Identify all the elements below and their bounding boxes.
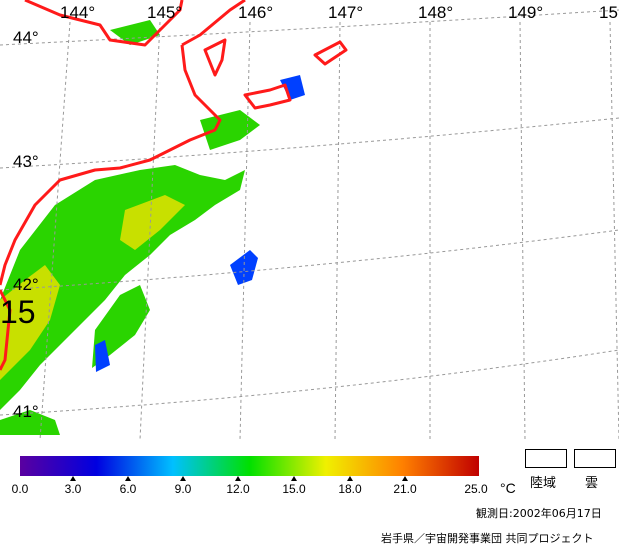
cloud-legend-box (574, 449, 616, 468)
credit-text: 岩手県／宇宙開発事業団 共同プロジェクト (381, 532, 594, 545)
coastline-east (0, 44, 222, 286)
meridian-146 (239, 21, 251, 440)
sst-patch-main (0, 165, 245, 410)
sst-patch-mid (200, 110, 260, 150)
parallel-41 (0, 349, 619, 416)
colorbar-tick-mark (347, 476, 353, 481)
coastline-island-3 (313, 40, 348, 66)
colorbar-tick-label: 15.0 (282, 482, 306, 496)
colorbar-tick-label: 0.0 (11, 482, 29, 496)
colorbar-tick-mark (180, 476, 186, 481)
lat-label-42: 42° (13, 275, 39, 294)
contour-label: 15 (0, 294, 36, 330)
lon-label-144: 144° (60, 3, 96, 22)
parallel-43 (0, 117, 619, 169)
sst-patch-cool-2 (280, 75, 305, 100)
meridian-149 (519, 21, 526, 440)
colorbar-tick-label: 21.0 (393, 482, 417, 496)
colorbar-tick-label: 18.0 (338, 482, 362, 496)
coastline-peninsula (181, 0, 246, 47)
coastline-island-1 (203, 38, 227, 77)
lon-label-150: 15 (599, 3, 618, 22)
colorbar-tick-mark (70, 476, 76, 481)
lat-label-43: 43° (13, 152, 39, 171)
sst-patch-edge (0, 410, 60, 435)
coastline-south (0, 289, 12, 371)
lon-label-145: 145° (147, 3, 183, 22)
colorbar-tick-mark (291, 476, 297, 481)
meridian-150 (609, 21, 619, 440)
coastline-north (24, 0, 184, 47)
graticule (0, 9, 619, 440)
parallel-44 (0, 9, 619, 46)
colorbar-tick-label: 9.0 (174, 482, 192, 496)
lon-label-146: 146° (238, 3, 274, 22)
meridian-145 (139, 21, 161, 440)
lon-label-148: 148° (418, 3, 454, 22)
sst-patch-cool-1 (230, 250, 258, 285)
colorbar-tick-mark (235, 476, 241, 481)
lat-label-41: 41° (13, 402, 39, 421)
lon-label-147: 147° (328, 3, 364, 22)
meridian-147 (334, 21, 341, 440)
sst-patch-cool-3 (95, 340, 110, 372)
observation-date: 観測日:2002年06月17日 (476, 507, 602, 520)
meridian-144 (39, 21, 71, 440)
land-legend-label: 陸域 (530, 476, 557, 491)
colorbar-tick-mark (125, 476, 131, 481)
lon-label-149: 149° (508, 3, 544, 22)
cloud-legend-label: 雲 (585, 476, 599, 491)
sst-patch-warm (0, 265, 60, 380)
colorbar-tick-mark (402, 476, 408, 481)
sst-patch-warm-2 (120, 195, 185, 250)
colorbar (20, 456, 479, 476)
colorbar-tick-label: 12.0 (226, 482, 250, 496)
lat-label-44: 44° (13, 28, 39, 47)
sea-surface-temperature-map (0, 0, 619, 440)
coastline (0, 0, 348, 371)
colorbar-tick-label: 6.0 (119, 482, 137, 496)
colorbar-tick-label: 25.0 (464, 482, 488, 496)
parallel-42 (0, 229, 619, 291)
unit-label: °C (500, 480, 516, 496)
coastline-island-2 (243, 83, 292, 110)
sst-patch-south (92, 285, 150, 368)
colorbar-tick-label: 3.0 (64, 482, 82, 496)
land-legend-box (525, 449, 567, 468)
